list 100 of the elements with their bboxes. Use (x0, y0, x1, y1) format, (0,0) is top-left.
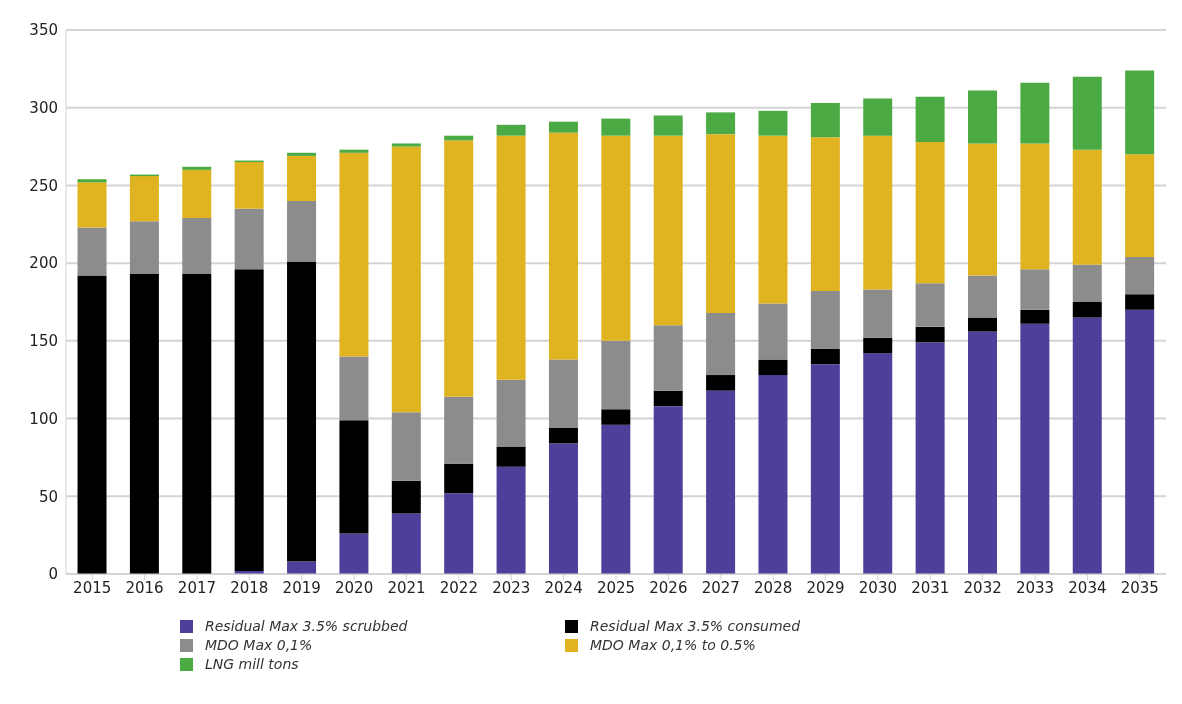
bar (1020, 323, 1050, 574)
bar (444, 463, 474, 494)
bar (1020, 82, 1050, 144)
bar (863, 98, 893, 136)
x-tick-label: 2017 (177, 578, 217, 597)
bar (758, 303, 788, 360)
bar (915, 141, 945, 284)
x-tick-label: 2020 (335, 578, 374, 597)
bar (601, 118, 631, 136)
bar (182, 274, 212, 574)
bar (1020, 143, 1050, 270)
x-tick-label: 2029 (806, 578, 845, 597)
bar (129, 221, 159, 275)
x-tick-label: 2023 (492, 578, 531, 597)
bar (863, 289, 893, 338)
bar (339, 356, 369, 421)
legend-label: LNG mill tons (205, 656, 299, 672)
bar (496, 135, 526, 380)
bar (391, 513, 421, 574)
bar (77, 179, 107, 183)
bar (234, 269, 264, 571)
y-tick-label: 250 (29, 176, 58, 195)
x-tick-label: 2015 (73, 578, 112, 597)
legend-label: Residual Max 3.5% consumed (590, 618, 801, 634)
x-tick-label: 2021 (387, 578, 426, 597)
bar (287, 152, 317, 156)
bar (810, 348, 840, 365)
bar (968, 90, 997, 144)
bar (810, 137, 840, 292)
x-tick-label: 2031 (911, 578, 950, 597)
bar (287, 155, 317, 201)
bar (77, 182, 107, 228)
bar (339, 149, 369, 153)
bar (129, 176, 159, 222)
bar (968, 331, 997, 574)
bar (758, 375, 788, 574)
x-tick-label: 2032 (963, 578, 1002, 597)
bar (548, 427, 578, 444)
bar (496, 124, 526, 136)
bar (234, 208, 264, 270)
bar (1020, 269, 1050, 310)
y-tick-label: 200 (29, 254, 58, 273)
bar (287, 200, 317, 262)
bar (601, 135, 631, 341)
legend-label: MDO Max 0,1% (205, 637, 313, 653)
bar (810, 364, 840, 574)
y-tick-label: 350 (29, 21, 58, 40)
bar (77, 275, 107, 574)
bar (968, 317, 997, 332)
bar (706, 312, 736, 376)
bar (706, 134, 736, 313)
bar (234, 162, 264, 209)
bar (653, 115, 683, 136)
bar (1125, 294, 1155, 310)
bar (339, 420, 369, 534)
bar (548, 132, 578, 360)
bar (391, 480, 421, 514)
y-tick-label: 100 (29, 409, 58, 428)
x-tick-label: 2035 (1120, 578, 1159, 597)
bar (1072, 302, 1102, 318)
x-tick-label: 2033 (1015, 578, 1055, 597)
y-tick-label: 150 (29, 332, 58, 351)
bar (339, 533, 369, 574)
bar (915, 342, 945, 574)
bar (444, 493, 474, 574)
bar (653, 406, 683, 574)
bar (339, 152, 369, 357)
y-tick-label: 300 (29, 99, 58, 118)
bar (863, 353, 893, 574)
bar (548, 359, 578, 428)
legend-label: MDO Max 0,1% to 0.5% (590, 637, 756, 653)
bar (601, 340, 631, 410)
bar (496, 446, 526, 467)
bar (1020, 309, 1050, 324)
bar (287, 261, 317, 562)
y-tick-label: 0 (48, 565, 58, 584)
bar (391, 412, 421, 481)
bar (758, 359, 788, 376)
bar (758, 110, 788, 136)
bar (182, 166, 212, 170)
bar (548, 443, 578, 574)
bar (706, 112, 736, 135)
bar (653, 135, 683, 326)
x-tick-label: 2025 (596, 578, 636, 597)
bar (653, 325, 683, 391)
bar (1125, 70, 1155, 155)
bar (706, 390, 736, 574)
x-tick-label: 2028 (754, 578, 793, 597)
legend-label: Residual Max 3.5% scrubbed (205, 618, 408, 634)
bar (653, 390, 683, 407)
y-tick-label: 50 (38, 487, 58, 506)
bar (601, 409, 631, 425)
bar (1072, 149, 1102, 265)
bar (863, 337, 893, 354)
bar (1125, 256, 1155, 295)
bar (915, 96, 945, 142)
bar (444, 396, 474, 464)
bar (1072, 76, 1102, 150)
x-tick-label: 2027 (701, 578, 740, 597)
bar (1072, 264, 1102, 302)
